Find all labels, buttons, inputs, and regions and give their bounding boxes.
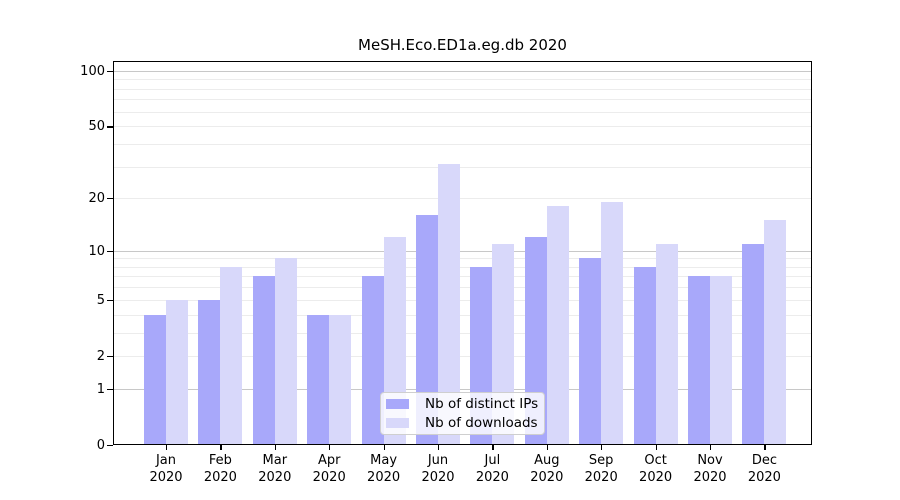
minor-gridline-70 bbox=[113, 99, 812, 101]
minor-gridline-7 bbox=[113, 276, 812, 278]
y-tick-10 bbox=[107, 250, 113, 252]
x-tick-oct bbox=[655, 445, 657, 450]
minor-gridline-50 bbox=[113, 126, 812, 128]
bar-downloads-dec bbox=[764, 220, 787, 444]
x-tick-label-may: May 2020 bbox=[367, 453, 401, 485]
legend-label-distinct-ips: Nb of distinct IPs bbox=[425, 396, 539, 412]
legend-label-downloads: Nb of downloads bbox=[425, 415, 538, 431]
chart-title: MeSH.Eco.ED1a.eg.db 2020 bbox=[358, 36, 567, 54]
minor-gridline-6 bbox=[113, 287, 812, 289]
x-tick-label-mar: Mar 2020 bbox=[258, 453, 292, 485]
x-tick-feb bbox=[220, 445, 222, 450]
y-tick-label-0: 0 bbox=[96, 438, 105, 453]
x-tick-mar bbox=[274, 445, 277, 450]
bar-distinct-ips-dec bbox=[742, 243, 765, 444]
x-tick-label-aug: Aug 2020 bbox=[530, 453, 564, 485]
minor-gridline-2 bbox=[113, 355, 812, 357]
bar-distinct-ips-mar bbox=[252, 276, 275, 444]
x-tick-apr bbox=[329, 445, 331, 450]
y-tick-label-100: 100 bbox=[80, 63, 105, 79]
x-tick-label-dec: Dec 2020 bbox=[747, 453, 781, 485]
minor-gridline-4 bbox=[113, 314, 812, 316]
x-tick-dec bbox=[764, 445, 766, 450]
y-tick-label-1: 1 bbox=[96, 381, 105, 397]
bar-distinct-ips-sep bbox=[579, 258, 602, 444]
y-tick-20 bbox=[107, 198, 113, 200]
bar-distinct-ips-may bbox=[361, 276, 384, 444]
bar-downloads-jan bbox=[166, 299, 188, 444]
major-gridline-10 bbox=[113, 250, 812, 252]
x-tick-aug bbox=[546, 445, 549, 450]
legend-swatch-downloads bbox=[386, 418, 409, 428]
minor-gridline-80 bbox=[113, 88, 812, 90]
y-tick-1 bbox=[107, 388, 113, 391]
bar-downloads-jun bbox=[438, 164, 460, 444]
legend-item-distinct-ips: Nb of distinct IPs bbox=[386, 396, 544, 412]
y-tick-label-5: 5 bbox=[96, 292, 105, 308]
bar-downloads-feb bbox=[220, 266, 243, 444]
x-tick-label-jun: Jun 2020 bbox=[421, 453, 455, 485]
x-tick-jan bbox=[166, 445, 168, 450]
y-tick-50 bbox=[107, 126, 113, 128]
bar-downloads-mar bbox=[274, 258, 297, 444]
minor-gridline-3 bbox=[113, 332, 812, 334]
bar-downloads-sep bbox=[601, 202, 624, 444]
x-tick-label-jul: Jul 2020 bbox=[475, 453, 509, 485]
x-tick-jul bbox=[492, 445, 494, 450]
y-tick-2 bbox=[107, 355, 113, 358]
bar-downloads-apr bbox=[329, 314, 352, 444]
y-tick-label-20: 20 bbox=[88, 191, 105, 207]
y-tick-100 bbox=[107, 70, 113, 73]
x-tick-sep bbox=[601, 445, 603, 450]
y-tick-label-50: 50 bbox=[88, 119, 105, 135]
x-tick-nov bbox=[710, 445, 712, 450]
minor-gridline-40 bbox=[113, 143, 812, 145]
minor-gridline-60 bbox=[113, 111, 812, 113]
y-tick-0 bbox=[107, 445, 113, 447]
bar-distinct-ips-feb bbox=[198, 299, 221, 444]
minor-gridline-5 bbox=[113, 299, 812, 301]
bar-distinct-ips-jun bbox=[416, 215, 438, 444]
major-gridline-100 bbox=[113, 70, 812, 72]
bar-distinct-ips-apr bbox=[307, 314, 330, 444]
bar-downloads-nov bbox=[710, 276, 732, 444]
major-gridline-1 bbox=[113, 388, 812, 390]
minor-gridline-8 bbox=[113, 266, 812, 268]
legend: Nb of distinct IPs Nb of downloads bbox=[380, 392, 545, 435]
legend-swatch-distinct-ips bbox=[386, 399, 409, 409]
minor-gridline-20 bbox=[113, 198, 812, 200]
y-tick-label-10: 10 bbox=[88, 243, 105, 259]
x-tick-label-apr: Apr 2020 bbox=[312, 453, 346, 485]
y-tick-5 bbox=[107, 299, 113, 302]
bar-distinct-ips-jan bbox=[144, 314, 166, 444]
x-tick-label-jan: Jan 2020 bbox=[149, 453, 183, 485]
bar-downloads-aug bbox=[546, 206, 569, 444]
y-tick-label-2: 2 bbox=[96, 348, 105, 364]
minor-gridline-90 bbox=[113, 79, 812, 81]
x-tick-label-oct: Oct 2020 bbox=[639, 453, 673, 485]
x-tick-jun bbox=[438, 445, 440, 450]
x-tick-label-sep: Sep 2020 bbox=[584, 453, 618, 485]
bar-downloads-oct bbox=[655, 243, 678, 444]
minor-gridline-30 bbox=[113, 166, 812, 168]
legend-item-downloads: Nb of downloads bbox=[386, 415, 544, 431]
x-tick-label-feb: Feb 2020 bbox=[203, 453, 237, 485]
bar-distinct-ips-nov bbox=[688, 276, 710, 444]
minor-gridline-9 bbox=[113, 258, 812, 260]
bar-distinct-ips-oct bbox=[633, 266, 656, 444]
x-tick-label-nov: Nov 2020 bbox=[693, 453, 727, 485]
x-tick-may bbox=[383, 445, 385, 450]
